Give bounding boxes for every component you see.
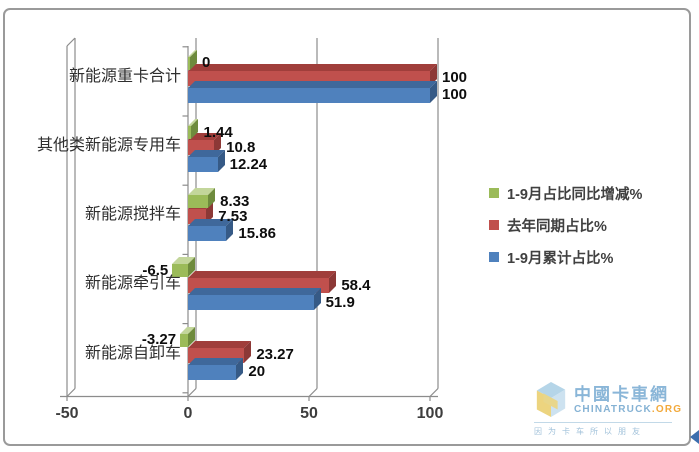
bar-value-label: 10.8 (226, 138, 256, 156)
bar-top-face (188, 271, 337, 279)
x-tick-label: 50 (300, 405, 318, 422)
bar-value-label: 8.33 (220, 192, 250, 210)
legend-label: 去年同期占比% (507, 218, 607, 235)
bar-value-label: 1.44 (203, 123, 233, 141)
watermark-divider (534, 422, 672, 423)
watermark-chinatruck: 中國卡車網 CHINATRUCK.ORG 因为卡车所以朋友 (534, 381, 681, 437)
watermark-title: 中國卡車網 (574, 385, 669, 404)
bar (188, 364, 237, 380)
bar-value-label: 15.86 (238, 224, 276, 242)
legend-label: 1-9月占比同比增减% (507, 186, 643, 203)
bar (180, 333, 188, 347)
bar-value-label: 7.53 (218, 207, 248, 225)
bar-value-label: -6.5 (142, 261, 169, 279)
watermark-site-name: CHINATRUCK (574, 404, 652, 415)
bar (188, 126, 192, 139)
bar (172, 264, 188, 278)
watermark-site-suffix: .ORG (651, 404, 683, 415)
x-tick-label: 100 (416, 405, 444, 422)
legend: 1-9月占比同比增减% 去年同期占比% 1-9月累计占比% (489, 183, 642, 279)
bar-top-face (188, 357, 244, 365)
bar-value-label: 20 (248, 363, 266, 381)
bar-value-label: 23.27 (256, 346, 294, 364)
x-tick-label: -50 (55, 405, 79, 422)
bar-value-label: 12.24 (229, 155, 268, 173)
watermark-texts: 中國卡車網 CHINATRUCK.ORG (574, 385, 682, 415)
bar-top-face (188, 288, 321, 296)
bar (188, 157, 218, 172)
legend-item: 1-9月占比同比增减% (489, 183, 642, 203)
bar-value-label: 58.4 (341, 276, 371, 294)
bar (188, 87, 430, 103)
chinatruck-cube-icon (536, 382, 566, 417)
bar-top-face (188, 340, 252, 348)
legend-swatch-icon (489, 252, 499, 262)
bar-value-label: 100 (442, 86, 468, 104)
bar (188, 56, 190, 70)
category-label: 其他类新能源专用车 (36, 137, 181, 154)
bar-top-face (188, 63, 437, 71)
legend-item: 去年同期占比% (489, 215, 642, 235)
bar-top-face (188, 80, 437, 88)
legend-swatch-icon (489, 188, 499, 198)
bar (188, 226, 227, 242)
category-label: 新能源重卡合计 (68, 67, 181, 85)
bar (188, 195, 209, 209)
bar-value-label: 51.9 (325, 293, 355, 311)
watermark-top-row: 中國卡車網 CHINATRUCK.ORG (534, 381, 681, 419)
category-label: 新能源牵引车 (84, 275, 181, 293)
legend-label: 1-9月累计占比% (507, 250, 614, 267)
watermark-site: CHINATRUCK.ORG (574, 404, 682, 415)
bar (188, 295, 314, 311)
watermark-tagline: 因为卡车所以朋友 (534, 427, 646, 436)
bar-value-label: -3.27 (141, 331, 177, 349)
legend-swatch-icon (489, 220, 499, 230)
x-tick-label: 0 (183, 405, 193, 422)
legend-item: 1-9月累计占比% (489, 247, 642, 267)
category-label: 新能源搅拌车 (84, 206, 181, 224)
category-label: 新能源自卸车 (84, 344, 181, 362)
corner-arrow-icon (690, 430, 699, 444)
bar-value-label: 0 (202, 54, 211, 72)
bar-value-label: 100 (442, 69, 468, 87)
